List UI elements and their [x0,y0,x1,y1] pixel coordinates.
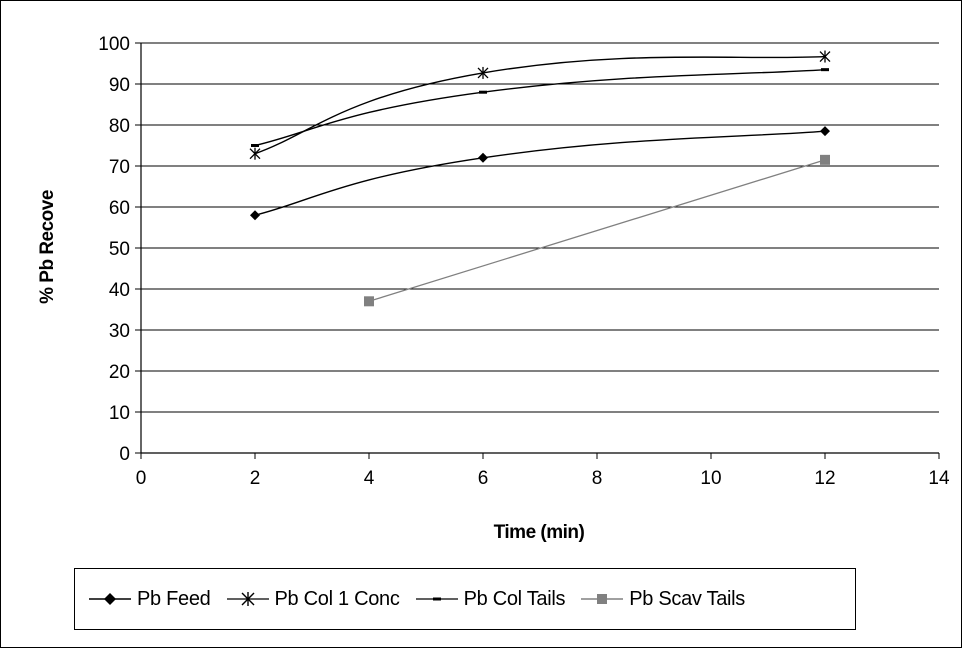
legend-item-pb-col-1-conc: Pb Col 1 Conc [225,588,400,611]
data-point-marker [819,50,831,63]
data-point-marker [478,152,488,163]
data-point-marker [479,90,487,94]
square-marker-icon [581,594,624,604]
series-pb-col-tails [251,68,829,147]
y-tick-label: 70 [109,157,130,178]
series-line [254,68,826,147]
legend: Pb Feed Pb Col 1 Conc Pb Col Tails [74,568,856,630]
y-tick-label: 80 [109,116,130,137]
series-lines [249,50,831,307]
legend-item-pb-feed: Pb Feed [87,588,211,611]
y-tick-label: 20 [109,362,130,383]
y-tick-label: 10 [109,403,130,424]
series-line [368,159,826,302]
y-tick-label: 30 [109,321,130,342]
legend-item-pb-col-tails: Pb Col Tails [414,588,566,611]
gridlines [141,42,939,413]
line-chart: 0 10 20 30 40 50 60 70 80 90 100 0 2 4 6 8 10 12 14 Time (… [37,34,950,543]
data-point-marker [251,144,259,147]
x-tick-label: 4 [364,468,375,489]
series-pb-scav-tails [364,154,830,307]
data-point-marker [250,210,260,221]
y-tick-label: 50 [109,239,130,260]
legend-label: Pb Col 1 Conc [274,587,400,610]
legend-label: Pb Col Tails [463,587,566,610]
series-pb-feed [250,126,830,221]
data-point-marker [820,154,830,165]
x-axis-title: Time (min) [494,522,585,543]
y-tick-label: 100 [98,34,130,55]
data-point-marker [249,147,261,160]
x-tick-label: 2 [250,468,261,489]
x-tick-label: 10 [700,468,721,489]
x-tick-label: 8 [592,468,603,489]
x-tick-label: 12 [814,468,835,489]
x-tick-label: 0 [136,468,147,489]
y-axis-title: % Pb Recove [37,190,58,304]
data-point-marker [821,68,829,72]
y-tick-label: 60 [109,198,130,219]
data-point-marker [477,66,489,79]
tick-labels: 0 10 20 30 40 50 60 70 80 90 100 0 2 4 6 8 10 12 14 [98,34,950,489]
dash-marker-icon [415,597,458,601]
legend-label: Pb Feed [137,587,211,610]
axes [135,42,940,459]
x-tick-label: 6 [478,468,489,489]
y-tick-label: 90 [109,75,130,96]
legend-label: Pb Scav Tails [629,587,746,610]
y-tick-label: 40 [109,280,130,301]
y-tick-label: 0 [119,444,130,465]
diamond-marker-icon [89,593,131,605]
series-line [254,55,826,155]
series-line [254,130,826,216]
x-tick-label: 14 [928,468,950,489]
series-pb-col-1-conc [249,50,831,160]
data-point-marker [364,296,374,307]
data-point-marker [820,126,830,137]
star-marker-icon [226,592,269,606]
legend-item-pb-scav-tails: Pb Scav Tails [579,588,745,611]
